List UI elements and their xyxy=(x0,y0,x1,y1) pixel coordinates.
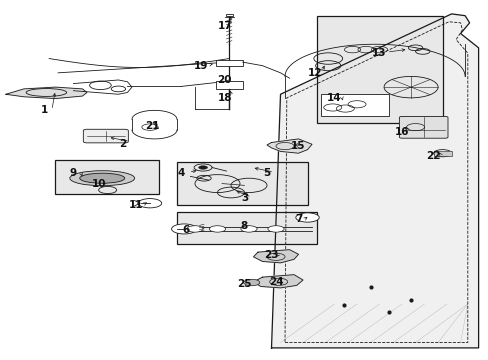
Text: 2: 2 xyxy=(119,139,126,149)
Text: 3: 3 xyxy=(241,193,247,203)
Text: 24: 24 xyxy=(268,277,283,287)
Bar xyxy=(316,16,442,123)
FancyBboxPatch shape xyxy=(399,116,447,138)
Bar xyxy=(433,151,451,156)
Text: 6: 6 xyxy=(182,225,189,235)
Bar xyxy=(215,81,242,89)
Text: 13: 13 xyxy=(371,48,386,58)
Circle shape xyxy=(171,224,196,234)
Circle shape xyxy=(138,199,162,208)
Text: 20: 20 xyxy=(217,75,231,85)
Bar xyxy=(177,162,307,205)
Polygon shape xyxy=(253,249,298,263)
Bar xyxy=(215,60,242,66)
Circle shape xyxy=(209,226,225,232)
Polygon shape xyxy=(271,14,478,348)
Text: 21: 21 xyxy=(145,121,160,131)
Text: 12: 12 xyxy=(307,68,321,78)
Text: 5: 5 xyxy=(263,168,270,178)
Circle shape xyxy=(243,279,259,286)
Polygon shape xyxy=(266,139,311,153)
Bar xyxy=(55,160,159,194)
Text: 23: 23 xyxy=(264,250,278,260)
Text: 22: 22 xyxy=(426,151,440,161)
Text: 14: 14 xyxy=(326,93,341,103)
Bar xyxy=(177,212,316,244)
Circle shape xyxy=(267,226,284,232)
Text: 17: 17 xyxy=(217,21,231,31)
Text: 7: 7 xyxy=(294,214,302,224)
Ellipse shape xyxy=(80,173,124,183)
Text: 9: 9 xyxy=(70,168,77,178)
Text: 4: 4 xyxy=(178,168,185,178)
Ellipse shape xyxy=(70,171,134,186)
Circle shape xyxy=(186,226,203,232)
Text: 10: 10 xyxy=(91,179,106,189)
Circle shape xyxy=(241,226,257,232)
Bar xyxy=(321,94,388,116)
Bar xyxy=(225,14,232,17)
Circle shape xyxy=(198,166,207,169)
Polygon shape xyxy=(253,275,303,288)
Text: 11: 11 xyxy=(129,200,143,210)
Text: 16: 16 xyxy=(394,127,408,137)
Text: 19: 19 xyxy=(194,61,208,71)
Text: 8: 8 xyxy=(241,221,247,231)
Polygon shape xyxy=(6,87,87,99)
Text: 15: 15 xyxy=(291,141,305,151)
Text: 25: 25 xyxy=(237,279,251,289)
Text: 18: 18 xyxy=(217,93,231,103)
FancyBboxPatch shape xyxy=(83,129,128,143)
Circle shape xyxy=(295,213,319,222)
Text: 1: 1 xyxy=(41,105,48,115)
